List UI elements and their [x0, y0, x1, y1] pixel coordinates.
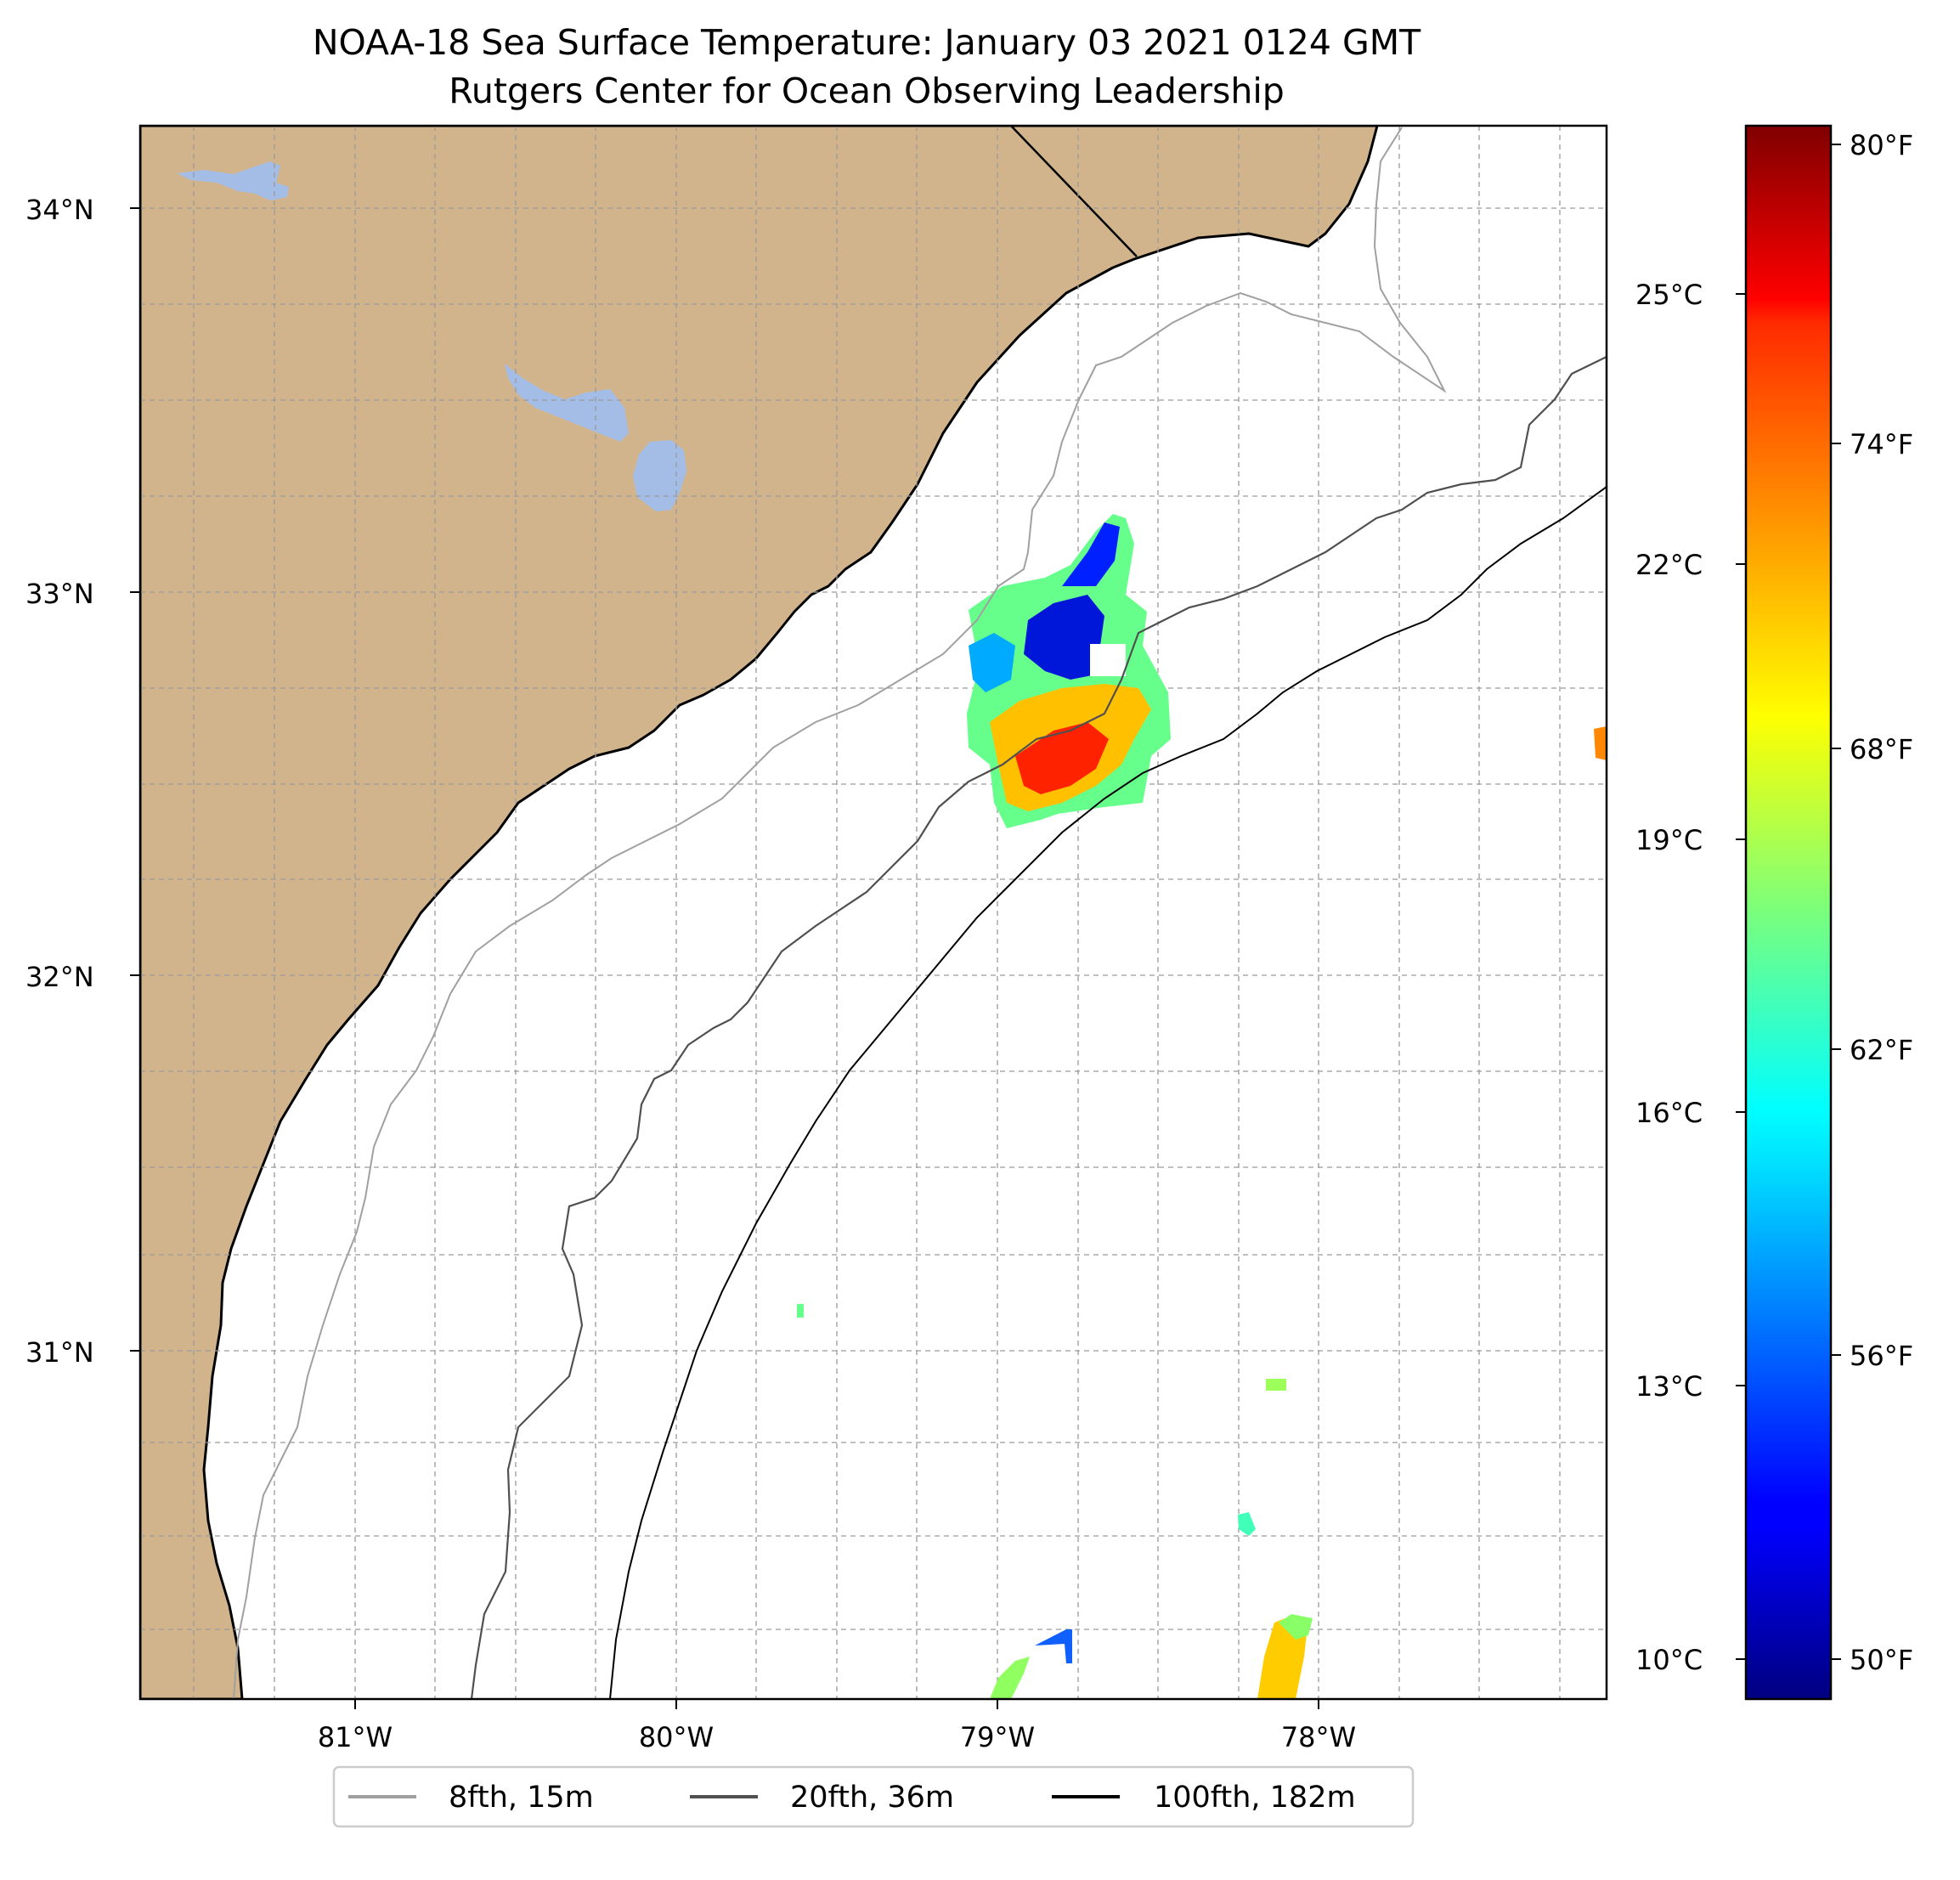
- legend-label-20fth: 20fth, 36m: [790, 1781, 954, 1815]
- map-title: NOAA-18 Sea Surface Temperature: January…: [313, 22, 1421, 63]
- inland-lake: [177, 161, 289, 200]
- colorbar-celsius-label: 16°C: [1635, 1097, 1703, 1129]
- sst-patch-cold: [1062, 522, 1120, 586]
- lon-label: 80°W: [639, 1721, 714, 1753]
- colorbar-fahrenheit-label: 50°F: [1850, 1644, 1913, 1676]
- legend-label-100fth: 100fth, 182m: [1154, 1781, 1356, 1815]
- inland-lake: [633, 440, 686, 511]
- colorbar-celsius-label: 25°C: [1635, 279, 1703, 311]
- sst-data-patches: [797, 514, 1607, 1699]
- land-area: [140, 126, 1379, 1699]
- inland-lake: [505, 364, 629, 442]
- legend-label-8fth: 8fth, 15m: [449, 1781, 594, 1815]
- sst-patch-offshore: [797, 1304, 804, 1318]
- isobath-100fth: [609, 486, 1607, 1699]
- lat-label: 34°N: [25, 194, 94, 226]
- sst-patch-cold: [1024, 595, 1104, 680]
- isobath-20fth: [470, 356, 1607, 1699]
- sst-patch-offshore: [1238, 1512, 1256, 1536]
- legend-box: [332, 1765, 1415, 1828]
- colorbar: [1744, 124, 1833, 1701]
- lat-label: 33°N: [25, 578, 94, 610]
- sst-patch-hot: [1015, 722, 1109, 794]
- colorbar-celsius-label: 10°C: [1635, 1644, 1703, 1676]
- sst-patch-offshore: [1266, 1379, 1286, 1391]
- legend: 8fth, 15m 20fth, 36m 100fth, 182m: [332, 1765, 1415, 1828]
- sst-patch-cool: [969, 633, 1015, 692]
- lat-label: 31°N: [25, 1336, 94, 1369]
- colorbar-fahrenheit-label: 68°F: [1850, 733, 1913, 765]
- lon-label: 81°W: [318, 1721, 393, 1753]
- colorbar-ticks: [1736, 144, 1841, 1660]
- lon-label: 78°W: [1281, 1721, 1356, 1753]
- colorbar-celsius-label: 13°C: [1635, 1370, 1703, 1403]
- state-boundary: [1010, 126, 1138, 257]
- colorbar-celsius-label: 22°C: [1635, 549, 1703, 581]
- sst-patch-south: [990, 1657, 1030, 1699]
- colorbar-fahrenheit-label: 80°F: [1850, 129, 1913, 161]
- colorbar-fahrenheit-label: 62°F: [1850, 1034, 1913, 1066]
- lon-label: 79°W: [960, 1721, 1035, 1753]
- lat-label: 32°N: [25, 961, 94, 993]
- axis-ticks: [130, 207, 1319, 1709]
- sst-patch-south: [1035, 1629, 1072, 1663]
- sst-patch-cloud-gap: [1090, 644, 1126, 676]
- colorbar-fahrenheit-label: 74°F: [1850, 428, 1913, 460]
- sst-patch-south: [1279, 1614, 1313, 1640]
- map-panel: [140, 126, 1607, 1699]
- colorbar-fahrenheit-label: 56°F: [1850, 1340, 1913, 1372]
- colorbar-celsius-label: 19°C: [1635, 824, 1703, 856]
- sst-patch-offshore: [1594, 726, 1607, 760]
- map-subtitle: Rutgers Center for Ocean Observing Leade…: [449, 71, 1285, 111]
- isobath-8fth: [233, 127, 1447, 1699]
- map-frame: [138, 124, 1608, 1701]
